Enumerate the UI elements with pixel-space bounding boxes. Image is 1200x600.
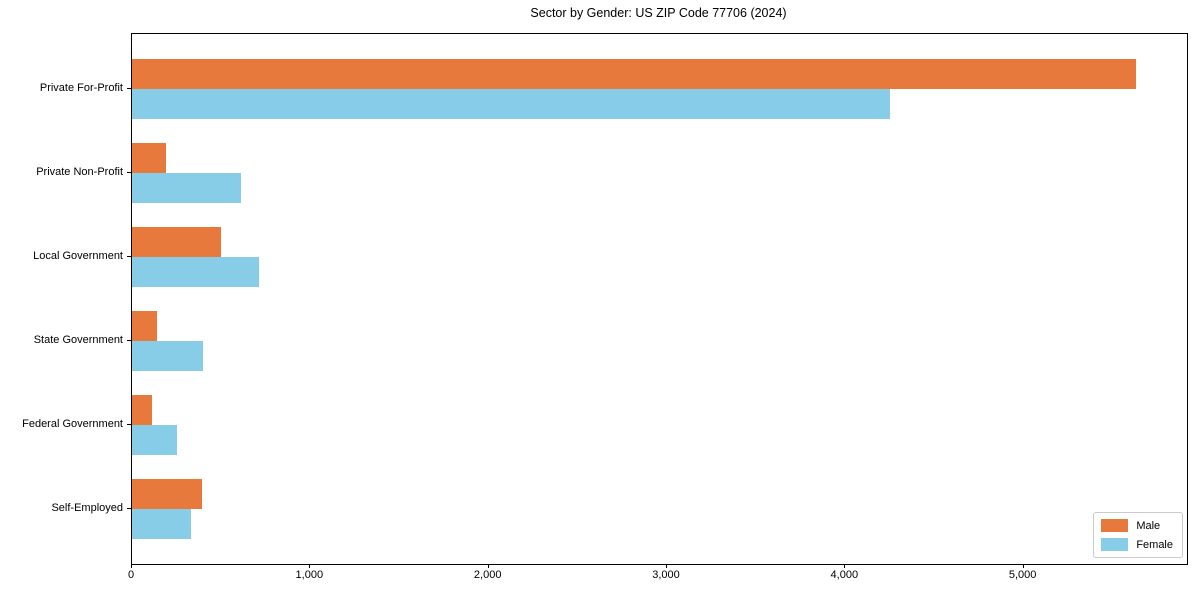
legend-item-male: Male <box>1101 519 1173 532</box>
x-axis-tick-label: 2,000 <box>473 569 502 581</box>
legend-item-female: Female <box>1101 538 1173 551</box>
chart-title: Sector by Gender: US ZIP Code 77706 (202… <box>530 6 787 20</box>
x-axis-tick <box>487 564 489 568</box>
plot-area: Male Female <box>131 33 1188 565</box>
y-axis-tick <box>127 172 131 173</box>
x-axis-tick <box>666 564 667 568</box>
legend-swatch-male <box>1101 519 1129 532</box>
legend-swatch-female <box>1101 538 1129 551</box>
y-axis-category-label: Local Government <box>33 250 123 262</box>
y-axis-category-label: Private Non-Profit <box>36 166 123 178</box>
bar-male-2 <box>132 143 166 173</box>
y-axis-tick <box>127 88 131 89</box>
y-axis-category-label: Self-Employed <box>51 502 123 514</box>
y-axis-tick <box>127 256 131 257</box>
x-axis-tick <box>844 564 846 568</box>
bar-male-1 <box>132 59 1136 89</box>
y-axis-tick <box>127 508 131 509</box>
bar-female-2 <box>132 173 241 203</box>
bar-female-4 <box>132 341 204 371</box>
y-axis-tick <box>127 424 131 425</box>
y-axis-category-label: State Government <box>33 334 123 346</box>
bar-male-5 <box>132 395 152 425</box>
x-axis-tick <box>309 564 311 568</box>
legend-label: Female <box>1136 538 1173 551</box>
bar-male-3 <box>132 227 222 257</box>
y-axis-tick <box>127 340 131 341</box>
bar-female-1 <box>132 89 890 119</box>
x-axis-tick-label: 0 <box>127 569 135 581</box>
x-axis-tick-label: 1,000 <box>295 569 324 581</box>
x-axis-tick-label: 4,000 <box>830 569 859 581</box>
x-axis-tick <box>1022 564 1024 568</box>
legend: Male Female <box>1093 512 1183 558</box>
y-axis-category-label: Federal Government <box>22 418 123 430</box>
bar-male-4 <box>132 311 157 341</box>
x-axis-tick-label: 3,000 <box>652 569 680 581</box>
x-axis-tick-label: 5,000 <box>1008 569 1037 581</box>
bar-female-3 <box>132 257 259 287</box>
y-axis-category-label: Private For-Profit <box>39 82 123 94</box>
bar-female-6 <box>132 509 191 539</box>
legend-label: Male <box>1136 519 1161 532</box>
bar-female-5 <box>132 425 177 455</box>
x-axis-tick <box>131 564 132 568</box>
bar-male-6 <box>132 479 202 509</box>
